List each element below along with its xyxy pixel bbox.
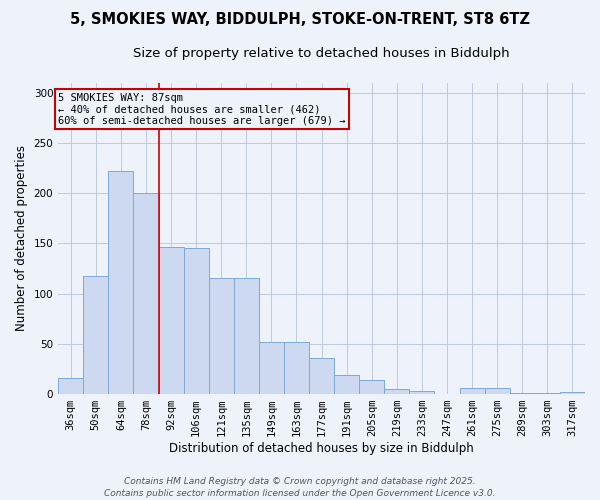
Bar (109, 171, 133, 394)
Bar (284, 342, 309, 394)
Title: Size of property relative to detached houses in Biddulph: Size of property relative to detached ho… (133, 48, 510, 60)
Bar (158, 248, 184, 394)
Bar (385, 389, 409, 394)
Bar (460, 388, 485, 394)
Bar (485, 388, 510, 394)
Bar (209, 278, 234, 394)
Bar (510, 393, 535, 394)
Bar (309, 358, 334, 394)
Bar (535, 393, 560, 394)
Bar (409, 391, 434, 394)
Bar (184, 248, 209, 394)
Bar (133, 193, 158, 394)
Bar (359, 380, 385, 394)
Bar (259, 342, 284, 394)
Text: 5, SMOKIES WAY, BIDDULPH, STOKE-ON-TRENT, ST8 6TZ: 5, SMOKIES WAY, BIDDULPH, STOKE-ON-TRENT… (70, 12, 530, 28)
Text: 5 SMOKIES WAY: 87sqm
← 40% of detached houses are smaller (462)
60% of semi-deta: 5 SMOKIES WAY: 87sqm ← 40% of detached h… (58, 92, 346, 126)
Y-axis label: Number of detached properties: Number of detached properties (15, 146, 28, 332)
Bar (58, 378, 83, 394)
Text: Contains HM Land Registry data © Crown copyright and database right 2025.
Contai: Contains HM Land Registry data © Crown c… (104, 476, 496, 498)
Bar (560, 392, 585, 394)
Bar (83, 276, 109, 394)
Bar (234, 278, 259, 394)
Bar (334, 375, 359, 394)
X-axis label: Distribution of detached houses by size in Biddulph: Distribution of detached houses by size … (169, 442, 474, 455)
